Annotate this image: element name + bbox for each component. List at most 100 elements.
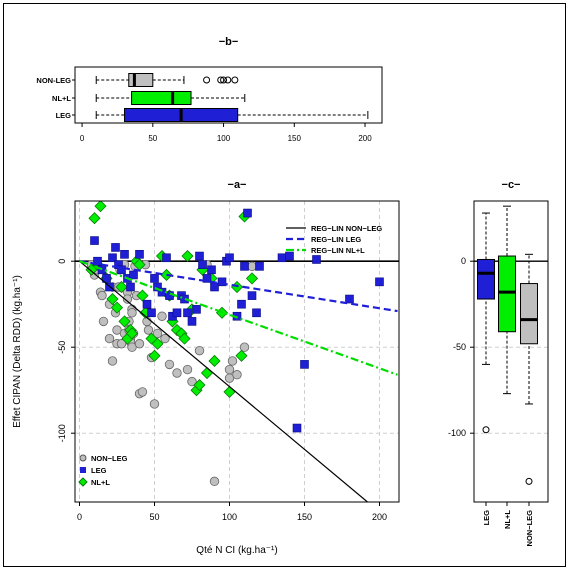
panel-b-outlier — [217, 76, 225, 84]
panel-b-x-tick-label: 50 — [148, 134, 157, 143]
leg-point — [375, 277, 384, 287]
nl-l-point — [115, 280, 128, 294]
leg-point — [207, 265, 216, 275]
leg-point — [312, 255, 321, 264]
leg-point — [90, 236, 99, 245]
leg-point — [202, 274, 212, 283]
panel-b-outlier — [231, 76, 239, 84]
panel-a-x-tick-label: 150 — [297, 512, 312, 522]
leg-point — [252, 308, 261, 318]
panel-a-x-tick-label: 100 — [222, 512, 237, 522]
leg-point — [150, 274, 159, 283]
non-leg-point — [143, 325, 154, 335]
panel-c-category-label: NL+L — [503, 510, 512, 529]
leg-point — [183, 308, 192, 318]
panel-b-box — [128, 73, 154, 87]
legend-line-label: REG−LIN LEG — [311, 235, 361, 244]
panel-b-outlier — [203, 76, 211, 84]
panel-a-x-axis-label: Qté N CI (kg.ha⁻¹) — [196, 545, 277, 556]
non-leg-point — [232, 370, 242, 380]
leg-point — [277, 253, 287, 263]
nl-l-point — [148, 349, 161, 362]
panel-b-x-tick-label: 0 — [80, 134, 85, 143]
leg-point — [162, 253, 171, 263]
leg-point — [198, 260, 207, 269]
non-leg-point — [116, 339, 127, 349]
panel-c-y-tick-label: 0 — [461, 256, 466, 266]
leg-point — [142, 299, 152, 309]
non-leg-point — [97, 290, 107, 301]
non-leg-point — [107, 356, 118, 366]
leg-point — [243, 208, 252, 218]
nl-l-point — [235, 349, 248, 362]
figure-frame — [3, 3, 566, 567]
leg-point — [117, 265, 126, 275]
nl-l-point — [106, 292, 119, 306]
legend-marker-label: LEG — [91, 466, 107, 475]
leg-point — [217, 277, 227, 287]
panel-c-y-tick-label: -50 — [453, 342, 466, 352]
non-leg-point — [104, 333, 115, 344]
leg-point — [210, 282, 219, 292]
leg-point — [285, 251, 294, 261]
nl-l-point — [88, 212, 101, 225]
leg-point — [147, 308, 156, 318]
non-leg-point — [224, 364, 235, 375]
leg-point — [120, 250, 129, 259]
legend-line-label: REG−LIN NL+L — [311, 246, 365, 255]
panel-a-x-tick-label: 0 — [77, 512, 82, 522]
leg-point — [237, 299, 246, 309]
leg-point — [153, 282, 162, 292]
leg-point — [240, 262, 249, 271]
panel-c-box — [477, 258, 495, 300]
panel-c-category-label: LEG — [482, 510, 491, 526]
leg-point — [126, 282, 135, 292]
non-leg-point — [164, 359, 175, 370]
legend-marker-label: NON−LEG — [91, 454, 128, 463]
panel-c-outlier — [525, 477, 533, 485]
panel-b-title: −b− — [219, 36, 239, 48]
leg-point — [345, 294, 354, 304]
leg-point — [292, 423, 302, 433]
non-leg-point — [187, 376, 197, 387]
panel-b-category-label: LEG — [56, 111, 72, 120]
nl-l-point — [223, 385, 236, 398]
non-leg-point — [137, 387, 148, 397]
panel-c-y-tick-label: -100 — [448, 428, 466, 438]
panel-c-frame — [473, 200, 549, 503]
legend-marker-key — [80, 467, 86, 473]
legend-marker-label: NL+L — [91, 478, 110, 487]
non-leg-point — [127, 308, 137, 318]
leg-point — [225, 253, 234, 263]
nl-l-point — [125, 327, 139, 340]
nl-l-point — [110, 301, 124, 314]
non-leg-point — [149, 399, 160, 409]
leg-point — [108, 253, 117, 263]
non-leg-point — [160, 333, 170, 344]
non-leg-point — [194, 345, 205, 356]
panel-a-x-tick-label: 50 — [149, 512, 159, 522]
panel-b-frame — [74, 66, 383, 124]
panel-b-outlier — [220, 76, 228, 84]
panel-c-title: −c− — [502, 179, 521, 191]
leg-point — [247, 291, 257, 300]
nl-l-point — [200, 366, 214, 380]
leg-point — [135, 250, 144, 259]
nl-l-point — [136, 289, 149, 302]
panel-a-y-tick-label: -100 — [57, 424, 67, 442]
non-leg-point — [227, 356, 238, 366]
regression-line — [79, 260, 398, 313]
leg-point — [129, 270, 138, 280]
leg-point — [172, 308, 182, 318]
non-leg-point — [209, 476, 220, 487]
panel-b-box — [131, 91, 192, 105]
non-leg-point — [122, 294, 133, 304]
leg-point — [111, 243, 120, 252]
legend-marker-key — [79, 454, 87, 462]
nl-l-point — [94, 201, 107, 213]
panel-a-x-tick-label: 200 — [372, 512, 387, 522]
nl-l-point — [208, 354, 221, 368]
non-leg-point — [239, 342, 250, 352]
leg-point — [192, 305, 201, 314]
nl-l-point — [118, 315, 131, 328]
